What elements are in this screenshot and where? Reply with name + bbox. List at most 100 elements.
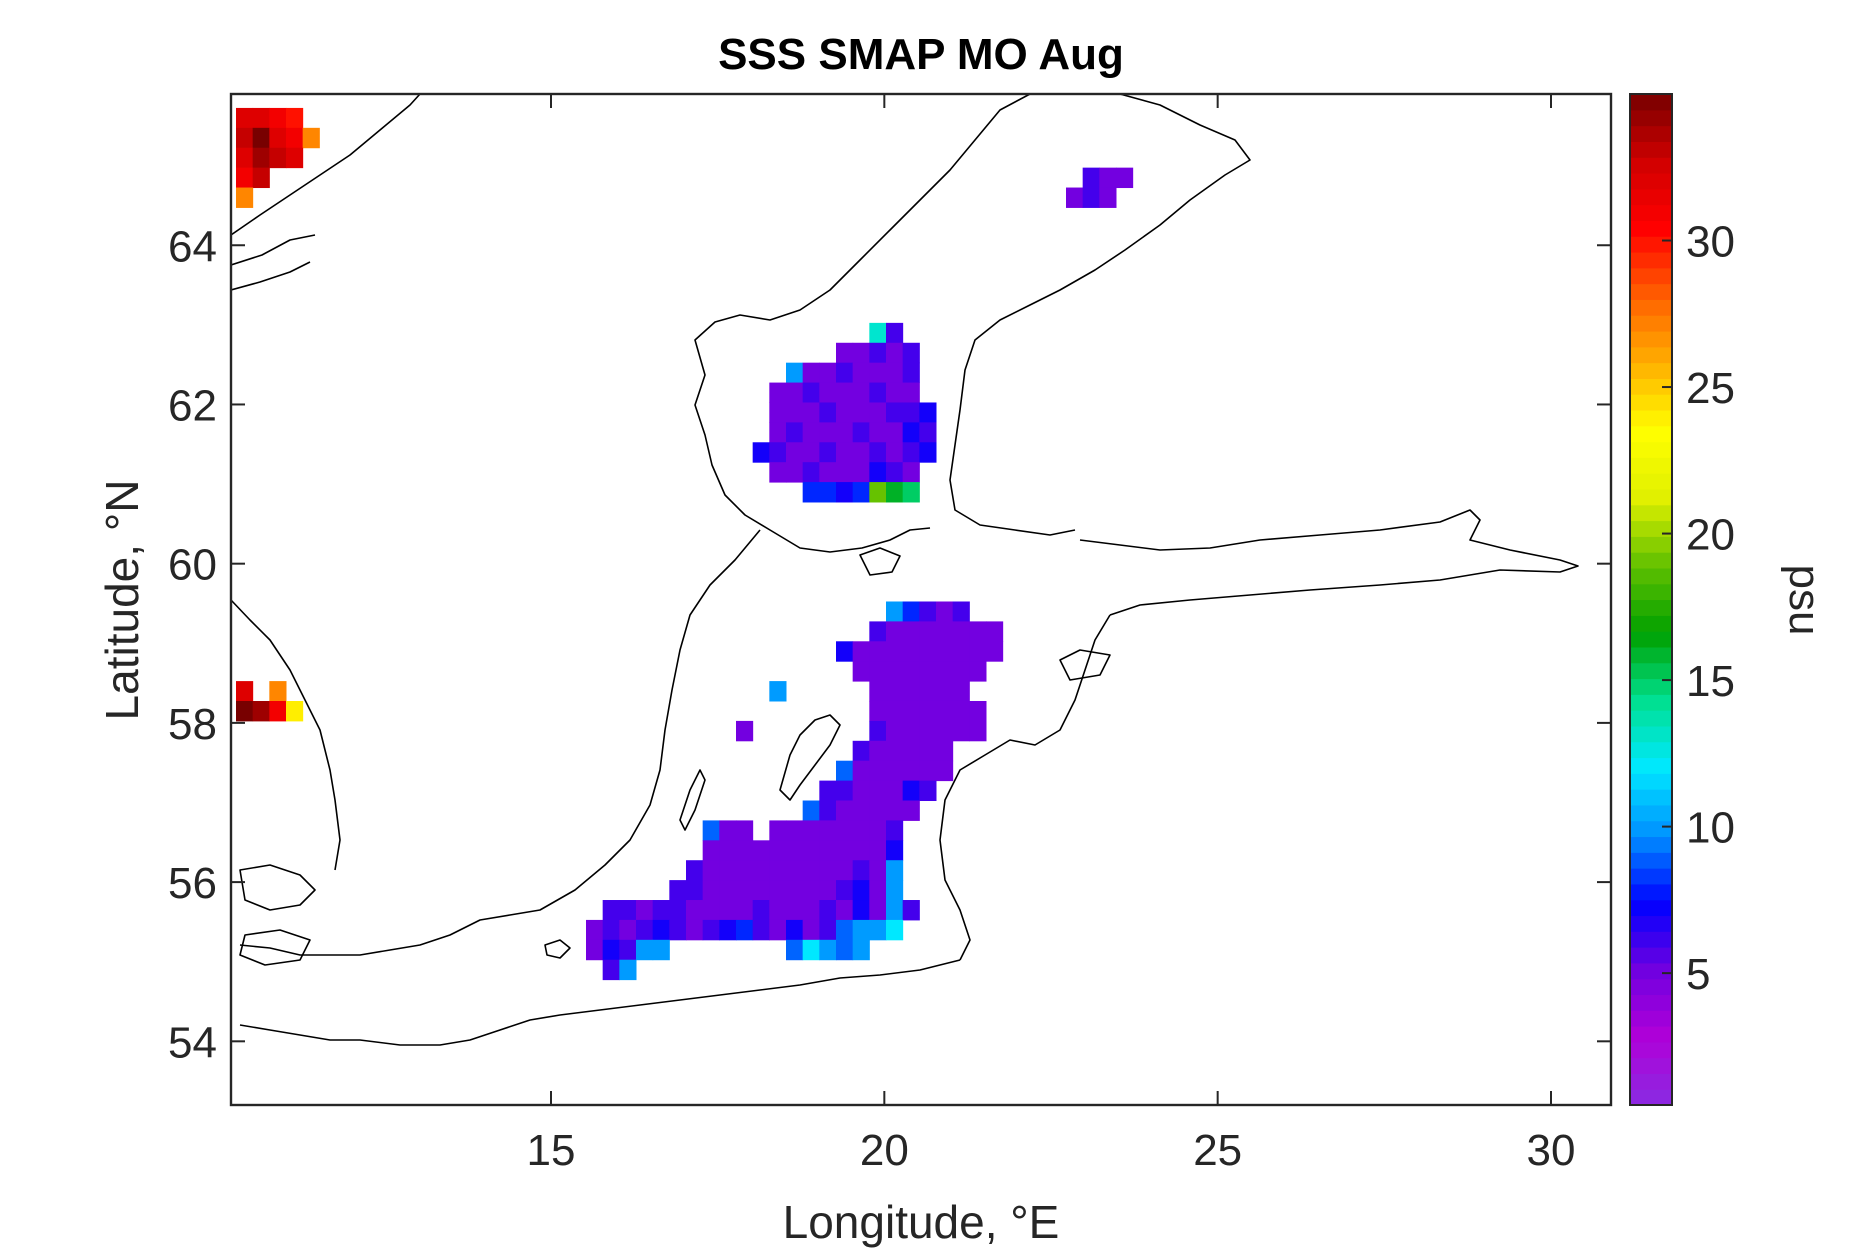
sss-cell	[819, 840, 837, 861]
sss-cells	[236, 107, 1134, 981]
sss-cell	[886, 800, 904, 821]
sss-cell	[836, 362, 854, 384]
sss-cell	[919, 740, 937, 762]
chart-title: SSS SMAP MO Aug	[718, 30, 1124, 79]
colorbar-step	[1630, 662, 1672, 680]
sss-cell	[769, 880, 787, 901]
sss-cell	[802, 939, 820, 961]
sss-cell	[886, 720, 904, 742]
sss-cell	[902, 740, 920, 762]
sss-cell	[902, 621, 920, 642]
sss-cell	[852, 442, 870, 463]
sss-cell	[902, 601, 920, 622]
sss-cell	[936, 641, 954, 662]
sss-cell	[802, 382, 820, 403]
colorbar-step	[1630, 378, 1672, 395]
sss-cell	[836, 462, 854, 483]
colorbar-step	[1630, 409, 1672, 427]
sss-cell	[886, 482, 904, 503]
sss-cell	[786, 462, 804, 483]
colorbar-step	[1630, 188, 1672, 206]
sss-cell	[886, 621, 904, 642]
colorbar-label: psu	[1780, 565, 1829, 636]
sss-cell	[269, 147, 287, 169]
sss-cell	[719, 880, 737, 901]
sss-cell	[1066, 187, 1084, 208]
sss-cell	[852, 482, 870, 503]
sss-cell	[769, 382, 787, 403]
sss-cell	[702, 840, 720, 861]
sss-cell	[819, 422, 837, 443]
sss-cell	[852, 939, 870, 961]
sss-cell	[269, 127, 287, 149]
sss-cell	[902, 681, 920, 702]
sss-cell	[236, 127, 254, 149]
sss-cell	[869, 402, 887, 423]
sss-cell	[686, 880, 704, 901]
y-tick-label: 58	[168, 700, 217, 749]
sss-cell	[869, 800, 887, 821]
sss-cell	[669, 919, 687, 941]
sss-cell	[902, 661, 920, 682]
sss-cell	[852, 919, 870, 941]
sss-cell	[736, 720, 754, 742]
sss-cell	[869, 820, 887, 841]
sss-cell	[752, 840, 770, 861]
sss-cell	[919, 442, 937, 463]
sss-cell	[902, 422, 920, 443]
sss-cell	[719, 919, 737, 941]
sss-cell	[886, 700, 904, 722]
sss-cell	[969, 700, 987, 722]
sss-cell	[786, 402, 804, 423]
sss-cell	[836, 840, 854, 861]
colorbar-step	[1630, 315, 1672, 332]
sss-cell	[886, 362, 904, 384]
sss-cell	[819, 462, 837, 483]
sss-cell	[886, 840, 904, 861]
sss-cell	[986, 641, 1004, 662]
sss-cell	[869, 840, 887, 861]
sss-cell	[869, 880, 887, 901]
sss-cell	[1082, 167, 1100, 189]
sss-cell	[852, 740, 870, 762]
sss-cell	[786, 382, 804, 403]
x-tick-label: 25	[1193, 1126, 1242, 1175]
sss-cell	[886, 422, 904, 443]
sss-cell	[886, 900, 904, 921]
sss-cell	[919, 621, 937, 642]
sss-cell	[836, 780, 854, 802]
sss-cell	[652, 900, 670, 921]
sss-cell	[736, 840, 754, 861]
colorbar-step	[1630, 473, 1672, 490]
colorbar-ticks: 5 10 15 20 25 30	[1662, 218, 1735, 999]
sss-cell	[886, 322, 904, 344]
colorbar-step	[1630, 283, 1672, 300]
sss-cell	[869, 661, 887, 682]
sss-cell	[802, 919, 820, 941]
sss-cell	[702, 820, 720, 841]
colorbar-step	[1630, 820, 1672, 838]
sss-cell	[886, 919, 904, 941]
sss-cell	[286, 127, 304, 149]
sss-cell	[852, 840, 870, 861]
sss-cell	[786, 939, 804, 961]
sss-cell	[852, 900, 870, 921]
sss-cell	[886, 462, 904, 483]
sss-cell	[869, 342, 887, 364]
colorbar-step	[1630, 615, 1672, 632]
sss-cell	[902, 641, 920, 662]
sss-cell	[952, 700, 970, 722]
sss-cell	[952, 621, 970, 642]
colorbar-step	[1630, 1089, 1672, 1106]
sss-cell	[852, 422, 870, 443]
sss-cell	[619, 900, 637, 921]
colorbar-step	[1630, 251, 1672, 269]
sss-cell	[252, 700, 270, 722]
sss-cell	[669, 900, 687, 921]
sss-cell	[269, 107, 287, 129]
sss-cell	[869, 700, 887, 722]
sss-cell	[819, 880, 837, 901]
sss-cell	[852, 760, 870, 782]
colorbar-step	[1630, 504, 1672, 522]
axes: 15 20 25 30 54 56 58 60 62 64	[168, 94, 1611, 1175]
